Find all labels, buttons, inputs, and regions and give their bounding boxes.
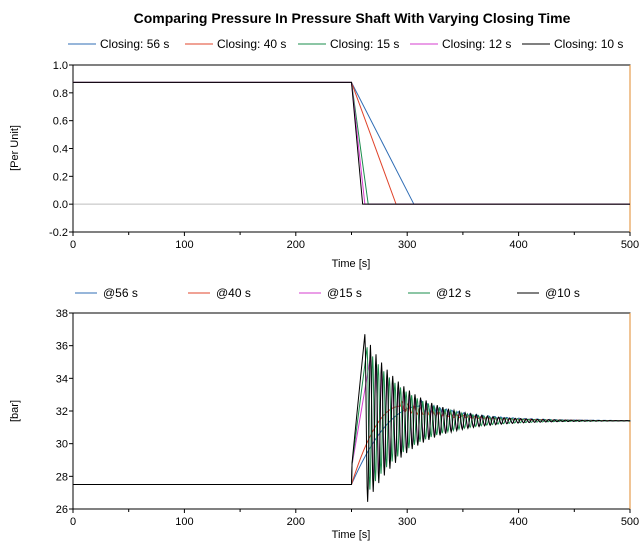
top-legend-label-closing-40-s: Closing: 40 s: [217, 37, 286, 51]
bottom-y-tick-label: 28: [56, 471, 68, 483]
bottom-y-tick-label: 36: [56, 341, 68, 353]
top-x-tick-label: 500: [621, 239, 639, 251]
top-series: [73, 81, 630, 205]
bottom-x-tick-label: 100: [175, 516, 193, 528]
bottom-x-tick-label: 500: [621, 516, 639, 528]
bottom-x-ticks: 0 100 200 300 400 500: [70, 509, 639, 528]
bottom-y-ticks: 26 28 30 32 34 36 38: [56, 308, 73, 516]
bottom-series-10-s: [73, 334, 631, 502]
bottom-legend-label-12-s: @12 s: [436, 286, 471, 300]
bottom-x-tick-label: 300: [398, 516, 416, 528]
bottom-y-tick-label: 26: [56, 504, 68, 516]
top-legend-label-closing-12-s: Closing: 12 s: [442, 37, 511, 51]
top-y-tick-label: 1.0: [53, 60, 68, 72]
bottom-x-axis-label: Time [s]: [332, 529, 371, 541]
top-y-tick-label: -0.2: [49, 227, 68, 239]
top-plot-area: [72, 64, 631, 233]
top-y-ticks: -0.2 0.0 0.2 0.4 0.6 0.8 1.0: [49, 60, 73, 239]
top-legend-label-closing-15-s: Closing: 15 s: [330, 37, 399, 51]
bottom-legend-label-40-s: @40 s: [216, 286, 251, 300]
chart-title: Comparing Pressure In Pressure Shaft Wit…: [134, 10, 571, 26]
bottom-y-tick-label: 30: [56, 439, 68, 451]
top-x-tick-label: 400: [509, 239, 527, 251]
top-legend-label-closing-10-s: Closing: 10 s: [554, 37, 623, 51]
top-x-tick-label: 0: [70, 239, 76, 251]
top-y-tick-label: 0.4: [53, 144, 68, 156]
top-x-tick-label: 200: [287, 239, 305, 251]
bottom-series: [73, 334, 631, 502]
bottom-y-tick-label: 34: [56, 373, 68, 385]
top-y-tick-label: 0.2: [53, 171, 68, 183]
top-series-closing-40-s: [73, 81, 630, 205]
top-x-ticks: 0 100 200 300 400 500: [70, 232, 639, 251]
top-x-tick-label: 100: [175, 239, 193, 251]
top-legend-label-closing-56-s: Closing: 56 s: [100, 37, 169, 51]
bottom-legend: @56 s @40 s @15 s @12 s @10 s: [75, 286, 580, 300]
top-y-tick-label: 0.6: [53, 116, 68, 128]
bottom-x-tick-label: 200: [287, 516, 305, 528]
top-y-tick-label: 0.8: [53, 88, 68, 100]
top-series-closing-15-s: [73, 81, 630, 205]
bottom-legend-label-56-s: @56 s: [103, 286, 138, 300]
top-y-tick-label: 0.0: [53, 199, 68, 211]
top-x-axis-label: Time [s]: [332, 258, 371, 270]
bottom-legend-label-10-s: @10 s: [545, 286, 580, 300]
top-chart: Closing: 56 s Closing: 40 s Closing: 15 s C…: [9, 37, 639, 270]
bottom-y-tick-label: 38: [56, 308, 68, 320]
top-series-closing-12-s: [73, 81, 630, 205]
top-series-closing-56-s: [73, 81, 630, 205]
bottom-x-tick-label: 0: [70, 516, 76, 528]
bottom-chart: @56 s @40 s @15 s @12 s @10 s 26 28 30 32 34 36 38…: [9, 286, 639, 541]
bottom-x-tick-label: 400: [509, 516, 527, 528]
top-y-axis-label: [Per Unit]: [9, 125, 21, 171]
bottom-y-tick-label: 32: [56, 406, 68, 418]
top-x-tick-label: 300: [398, 239, 416, 251]
top-series-closing-10-s: [73, 81, 630, 205]
top-legend: Closing: 56 s Closing: 40 s Closing: 15 s C…: [68, 37, 623, 51]
bottom-series-12-s: [73, 347, 631, 490]
bottom-legend-label-15-s: @15 s: [327, 286, 362, 300]
bottom-y-axis-label: [bar]: [9, 400, 21, 422]
